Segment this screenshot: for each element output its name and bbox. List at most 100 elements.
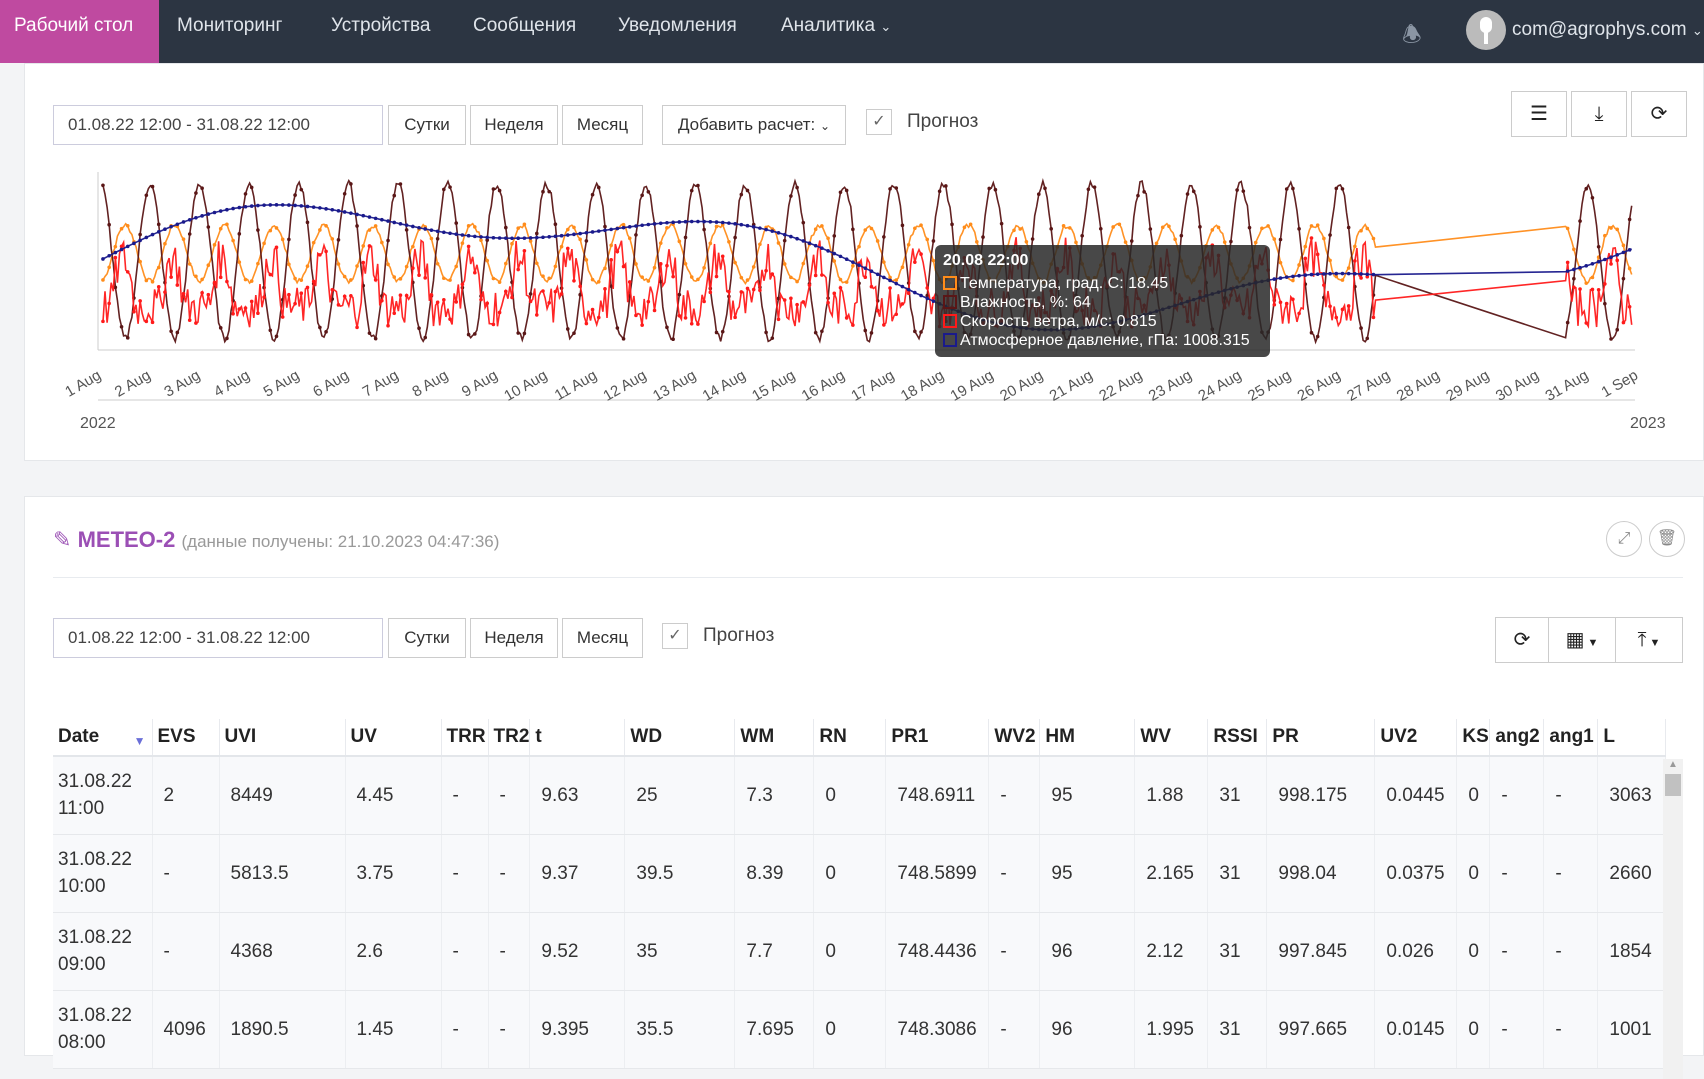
week-button[interactable]: Неделя [470,105,558,145]
month-button[interactable]: Месяц [562,618,643,658]
data-point [869,331,874,335]
data-point [689,219,694,224]
column-header-uv2[interactable]: UV2 [1374,719,1458,757]
x-tick-label: 10 Aug [501,367,550,405]
data-point [1229,262,1233,266]
x-tick-label: 22 Aug [1096,367,1145,405]
data-point [677,239,682,244]
delete-button[interactable]: 🗑 [1649,521,1685,557]
month-button[interactable]: Месяц [562,105,643,145]
column-header-rssi[interactable]: RSSI [1207,719,1268,757]
data-point [919,252,923,256]
data-point [1590,287,1595,292]
column-header-evs[interactable]: EVS [152,719,220,757]
data-point [534,231,539,236]
column-header-ks[interactable]: KS [1456,719,1491,757]
data-point [293,276,297,281]
forecast-checkbox[interactable]: ✓ [866,109,892,135]
nav-messages[interactable]: Сообщения [473,15,577,36]
column-header-uv[interactable]: UV [345,719,442,757]
line-chart[interactable]: 1 Aug 2 Aug 3 Aug 4 Aug 5 Aug 6 Aug 7 Aug 8 Aug… [0,0,1704,440]
data-point [318,228,322,232]
date-range-input[interactable]: 01.08.22 12:00 - 31.08.22 12:00 [53,105,383,145]
edit-icon[interactable]: ✎ [53,527,72,552]
scroll-thumb[interactable] [1665,774,1681,796]
data-point [658,262,663,266]
nav-devices[interactable]: Устройства [331,15,431,36]
column-header-date[interactable]: Date ▼ [53,719,153,757]
avatar[interactable] [1466,10,1506,50]
table-scrollbar[interactable]: ▲ [1663,759,1683,1079]
user-menu[interactable]: com@agrophys.com ⌄ [1512,0,1703,61]
data-point [801,239,806,243]
column-header-rn[interactable]: RN [813,719,887,757]
fullscreen-button[interactable]: ⤢ [1606,521,1642,557]
day-button[interactable]: Сутки [388,105,466,145]
data-received-text: (данные получены: 21.10.2023 04:47:36) [181,532,500,551]
column-header-trr[interactable]: TRR [441,719,489,757]
nav-dashboard[interactable]: Рабочий стол [0,0,159,70]
column-header-uvi[interactable]: UVI [219,719,346,757]
data-point [1086,325,1091,329]
scroll-up-icon[interactable]: ▲ [1668,759,1678,770]
data-point [789,275,793,280]
column-header-pr[interactable]: PR [1266,719,1376,757]
column-header-wm[interactable]: WM [734,719,815,757]
export-button[interactable]: ⤒ ▼ [1615,617,1683,663]
data-point [101,319,105,324]
column-header-ang1[interactable]: ang1 [1543,719,1599,757]
add-calculation-dropdown[interactable]: Добавить расчет: ⌄ [662,105,846,145]
nav-notifications[interactable]: Уведомления [618,15,737,36]
cell-ang2: - [1489,834,1545,913]
refresh-button[interactable]: ⟳ [1631,91,1687,137]
data-point [795,302,799,307]
data-point [1365,336,1370,341]
table-row[interactable]: 31.08.22 08:00 4096 1890.5 1.45- -9.395 35.5 7.… [53,990,1667,1069]
refresh-table-button[interactable]: ⟳ [1495,617,1549,663]
column-header-wd[interactable]: WD [624,719,736,757]
list-view-button[interactable]: ☰ [1511,91,1567,137]
column-label: TR2 [493,726,530,747]
data-point [1074,293,1078,298]
column-header-hm[interactable]: HM [1039,719,1136,757]
table-row[interactable]: 31.08.22 10:00-5813.5 3.75- -9.37 39.5 8.39 0 7… [53,834,1667,913]
table-row[interactable]: 31.08.22 11:00 2 8449 4.45- -9.63 25 7.3 0 748.69… [53,756,1667,835]
data-point [807,241,812,246]
column-header-t[interactable]: t [529,719,626,757]
cell-evs: - [152,912,220,991]
sort-desc-icon[interactable]: ▼ [133,734,146,748]
column-header-pr1[interactable]: PR1 [885,719,990,757]
week-button[interactable]: Неделя [470,618,558,658]
table-row[interactable]: 31.08.22 09:00-4368 2.6- -9.52 35 7.7 0 748.443… [53,912,1667,991]
x-tick-label: 28 Aug [1394,367,1443,405]
cell-wv: 1.995 [1134,990,1209,1069]
data-point [696,322,700,326]
data-point [578,237,582,242]
data-point [1303,256,1308,261]
forecast-checkbox[interactable]: ✓ [662,623,688,649]
data-point [1266,268,1270,272]
data-point [274,334,279,339]
data-point [1241,311,1246,316]
column-header-ang2[interactable]: ang2 [1489,719,1545,757]
column-header-wv2[interactable]: WV2 [988,719,1041,757]
x-tick-label: 1 Aug [62,367,104,401]
data-point [460,241,465,245]
data-point [497,236,502,240]
columns-button[interactable]: ▦ ▼ [1548,617,1616,663]
day-button[interactable]: Сутки [388,618,466,658]
data-point [820,273,824,277]
column-header-tr2[interactable]: TR2 [488,719,531,757]
bell-icon[interactable]: 🕭 [1402,22,1422,47]
nav-analytics[interactable]: Аналитика ⌄ [767,0,905,63]
data-point [1198,265,1202,270]
column-header-l[interactable]: L [1597,719,1667,757]
data-point [714,224,719,229]
cell-hm: 96 [1039,990,1136,1069]
nav-monitoring[interactable]: Мониторинг [177,15,283,36]
data-point [454,264,459,269]
column-header-wv[interactable]: WV [1134,719,1209,757]
cell-rn: 0 [813,834,887,913]
download-button[interactable]: ⤓ [1571,91,1627,137]
date-range-input[interactable]: 01.08.22 12:00 - 31.08.22 12:00 [53,618,383,658]
